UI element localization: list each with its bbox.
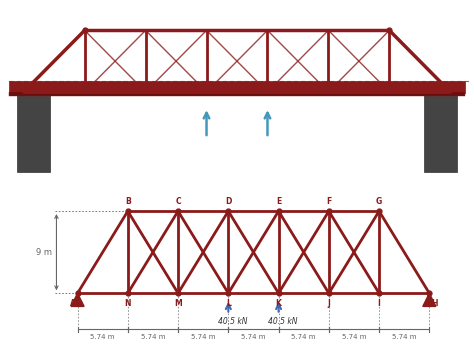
Polygon shape (17, 92, 50, 172)
Text: G: G (376, 197, 382, 206)
Text: 5.74 m: 5.74 m (342, 334, 366, 340)
Text: L: L (226, 299, 231, 308)
Text: I: I (378, 299, 381, 308)
Text: D: D (225, 197, 231, 206)
Text: B: B (125, 197, 131, 206)
Text: 5.74 m: 5.74 m (141, 334, 165, 340)
Text: 40.5 kN: 40.5 kN (268, 317, 297, 326)
Text: J: J (328, 299, 330, 308)
Text: 5.74 m: 5.74 m (292, 334, 316, 340)
Text: 5.74 m: 5.74 m (392, 334, 417, 340)
Polygon shape (423, 293, 436, 307)
Text: C: C (175, 197, 181, 206)
Text: 40.5 kN: 40.5 kN (218, 317, 247, 326)
Bar (9, 81, 465, 93)
Text: 5.74 m: 5.74 m (191, 334, 216, 340)
Text: N: N (125, 299, 131, 308)
Text: 5.74 m: 5.74 m (91, 334, 115, 340)
Polygon shape (424, 92, 457, 172)
Bar (9, 92, 465, 96)
Text: A: A (70, 299, 75, 308)
Text: K: K (276, 299, 282, 308)
Polygon shape (71, 293, 84, 307)
Text: F: F (326, 197, 331, 206)
Text: M: M (174, 299, 182, 308)
Text: 9 m: 9 m (36, 248, 53, 257)
Text: H: H (431, 299, 438, 308)
Text: E: E (276, 197, 281, 206)
Text: 5.74 m: 5.74 m (241, 334, 266, 340)
